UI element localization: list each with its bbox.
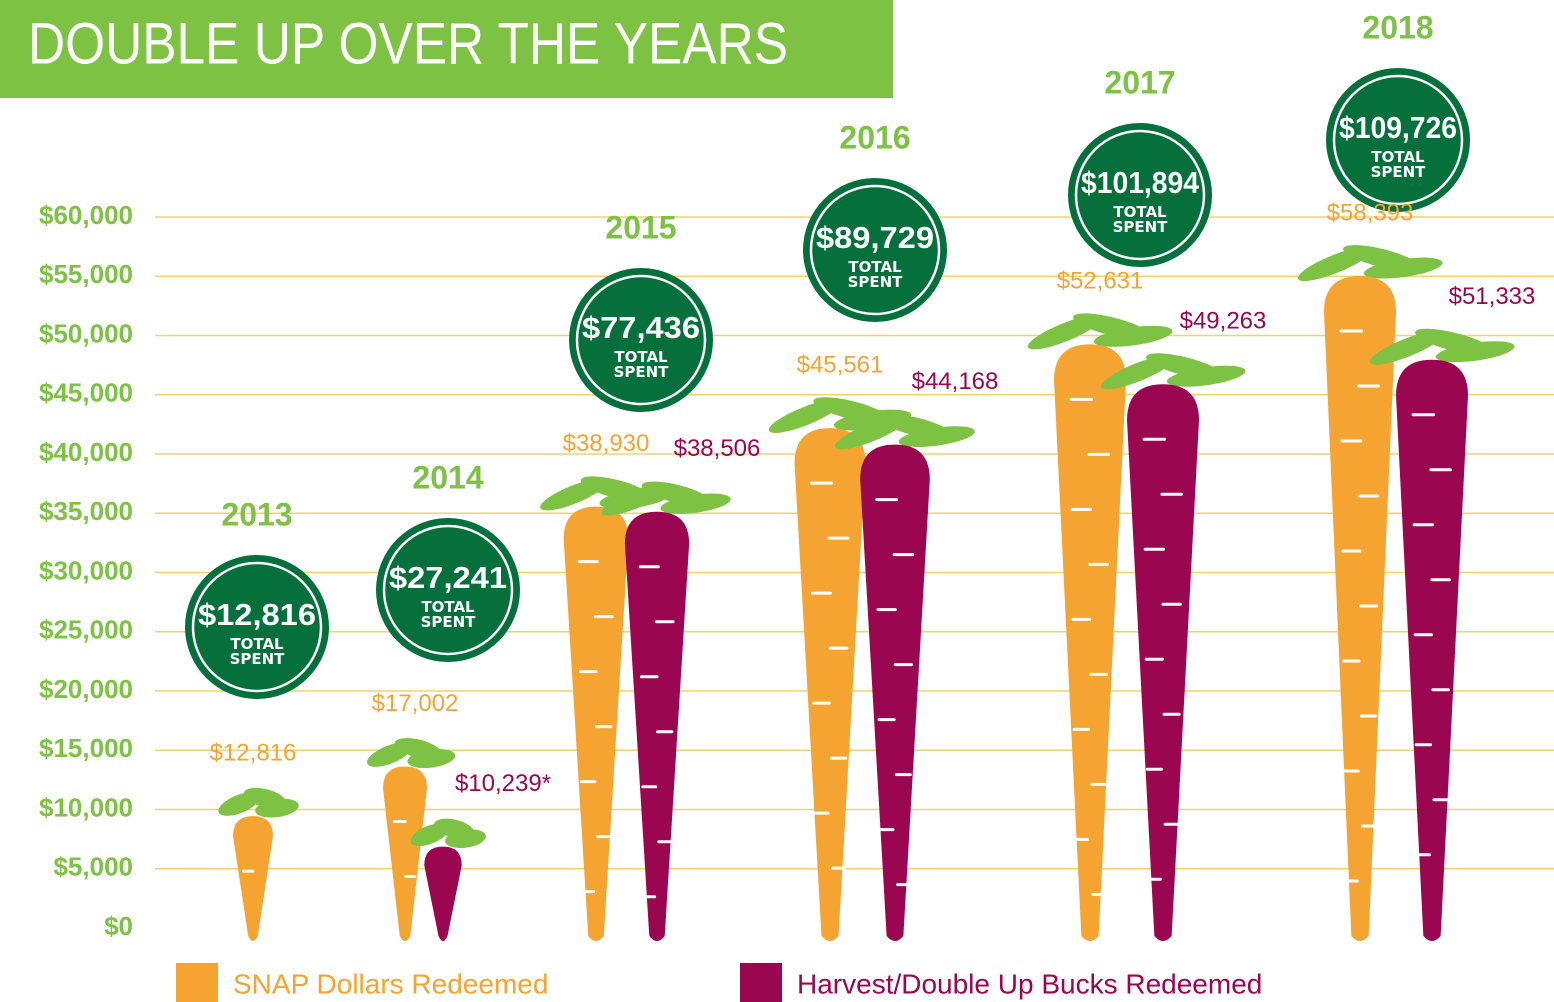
carrot-body — [625, 512, 689, 941]
value-label: $51,333 — [1449, 283, 1536, 310]
y-tick-label: $25,000 — [39, 615, 133, 645]
total-caption-box: TOTAL SPENT — [835, 260, 915, 296]
carrot — [407, 815, 487, 941]
value-label: $17,002 — [372, 690, 459, 717]
total-label: $12,816 — [198, 597, 316, 632]
carrot-body — [383, 767, 427, 941]
carrot-body — [1127, 384, 1199, 941]
chart-title: DOUBLE UP OVER THE YEARS — [28, 11, 788, 76]
value-label: $38,930 — [563, 430, 650, 457]
legend-label: Harvest/Double Up Bucks Redeemed — [797, 968, 1262, 999]
value-label: $12,816 — [210, 739, 297, 766]
value-label: $58,393 — [1327, 199, 1414, 226]
total-caption: TOTAL SPENT — [611, 350, 671, 380]
value-label: $45,561 — [797, 351, 884, 378]
y-tick-label: $10,000 — [39, 792, 133, 822]
value-label: $49,263 — [1180, 308, 1267, 335]
year-label: 2016 — [839, 119, 910, 155]
total-caption: TOTAL SPENT — [1368, 150, 1428, 180]
value-label: $38,506 — [674, 435, 761, 462]
legend-swatch — [176, 963, 218, 1002]
total-caption-box: TOTAL SPENT — [408, 600, 488, 636]
carrot-body — [1396, 360, 1468, 941]
y-tick-label: $5,000 — [53, 852, 133, 882]
carrot-body — [795, 428, 866, 941]
year-label: 2017 — [1104, 64, 1175, 100]
total-label: $27,241 — [389, 560, 507, 595]
carrot-body — [1324, 276, 1396, 941]
y-tick-label: $15,000 — [39, 733, 133, 763]
carrot — [215, 784, 300, 941]
total-label: $89,729 — [816, 220, 934, 255]
carrot-body — [860, 445, 930, 941]
year-label: 2018 — [1362, 9, 1433, 45]
total-label: $101,894 — [1081, 165, 1200, 200]
y-tick-label: $30,000 — [39, 555, 133, 585]
value-label: $52,631 — [1057, 268, 1144, 295]
year-label: 2013 — [221, 496, 292, 532]
carrot-body — [424, 847, 461, 941]
y-tick-label: $50,000 — [39, 318, 133, 348]
y-tick-label: $0 — [104, 911, 133, 941]
year-label: 2014 — [412, 459, 483, 495]
total-caption: TOTAL SPENT — [845, 260, 905, 290]
legend-swatch — [740, 963, 782, 1002]
chart: DOUBLE UP OVER THE YEARS $0 $5,000 $10,000… — [0, 0, 1554, 1002]
y-tick-label: $20,000 — [39, 674, 133, 704]
y-tick-label: $45,000 — [39, 378, 133, 408]
total-label: $109,726 — [1339, 110, 1457, 145]
total-caption-box: TOTAL SPENT — [217, 637, 297, 673]
y-tick-label: $55,000 — [39, 259, 133, 289]
y-tick-label: $40,000 — [39, 437, 133, 467]
year-label: 2015 — [605, 209, 676, 245]
total-caption-box: TOTAL SPENT — [1100, 205, 1180, 241]
carrot-body — [564, 507, 629, 941]
value-label: $44,168 — [912, 368, 999, 395]
total-caption: TOTAL SPENT — [227, 637, 287, 667]
value-label: $10,239* — [455, 770, 551, 797]
total-label: $77,436 — [582, 310, 700, 345]
y-tick-label: $60,000 — [39, 200, 133, 230]
total-caption: TOTAL SPENT — [1110, 205, 1170, 235]
y-tick-label: $35,000 — [39, 496, 133, 526]
total-caption-box: TOTAL SPENT — [1358, 150, 1438, 186]
legend-label: SNAP Dollars Redeemed — [233, 968, 548, 999]
carrot-body — [233, 816, 273, 941]
total-caption: TOTAL SPENT — [418, 600, 478, 630]
total-caption-box: TOTAL SPENT — [601, 350, 681, 386]
carrot-body — [1054, 344, 1126, 941]
